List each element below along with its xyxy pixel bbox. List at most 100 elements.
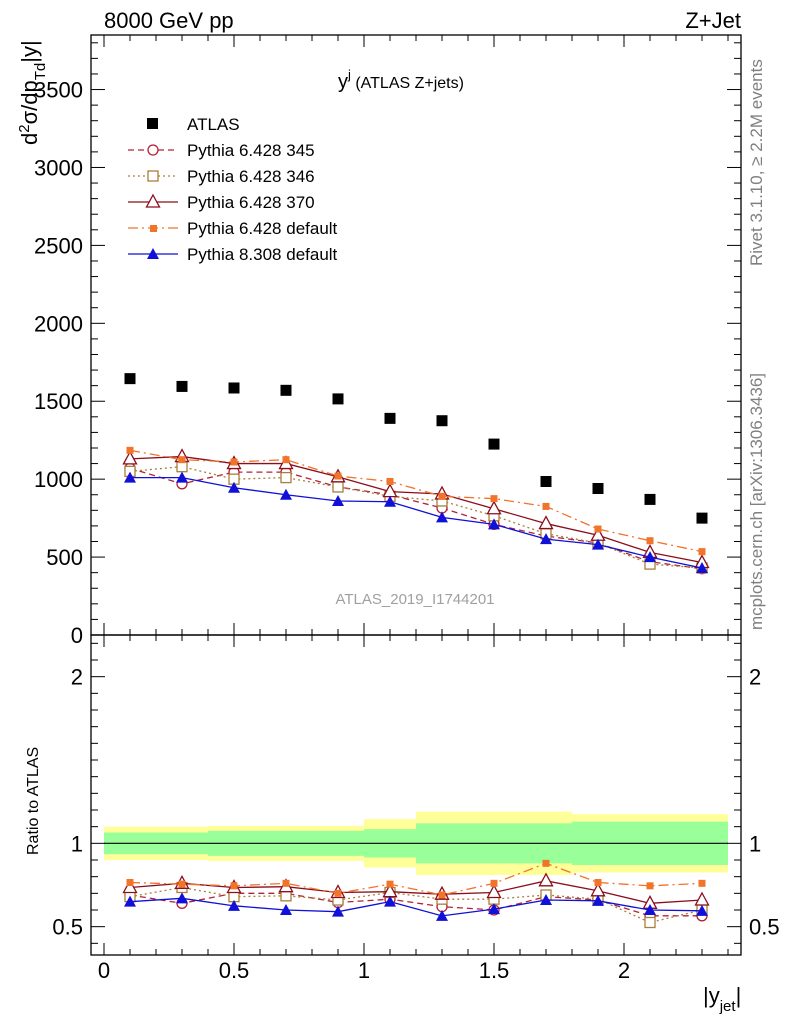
mcplots-label: mcplots.cern.ch [arXiv:1306.3436] — [747, 373, 766, 630]
ratio-mc-3-point — [438, 891, 446, 899]
header-right: Z+Jet — [685, 8, 741, 33]
ratio-mc-4-point — [436, 909, 448, 921]
legend-label-p8-default: Pythia 8.308 default — [187, 245, 338, 264]
analysis-watermark: ATLAS_2019_I1744201 — [335, 591, 494, 608]
main-mc-2-point — [486, 500, 502, 515]
atlas-data-point — [280, 384, 292, 396]
ratio-mc-2-line — [129, 880, 703, 904]
main-mc-1-line — [129, 466, 703, 569]
ratio-mc-2-point — [122, 879, 138, 894]
legend-entry-345: Pythia 6.428 345 — [128, 141, 315, 160]
ratio-mc-3-point — [490, 879, 498, 887]
ratio-tick-label-right: 2 — [749, 665, 761, 690]
legend-marker-p6-default — [150, 225, 157, 232]
y-tick-label: 1500 — [34, 389, 83, 414]
atlas-data-point — [488, 438, 500, 450]
atlas-data-point — [540, 475, 552, 487]
main-mc-4-point — [488, 518, 500, 530]
main-mc-4-point — [124, 471, 136, 483]
ratio-tick-label-left: 2 — [71, 665, 83, 690]
ylabel-exponent: 2 — [16, 124, 33, 132]
legend-entry-p8-default: Pythia 8.308 default — [128, 245, 338, 264]
legend-marker-346 — [147, 170, 159, 182]
legend-marker-370 — [145, 193, 161, 208]
ratio-mc-4-point — [228, 899, 240, 911]
xlabel-end: | — [736, 983, 742, 1008]
ratio-mc-4-line — [129, 897, 703, 917]
rivet-label: Rivet 3.1.10, ≥ 2.2M events — [747, 59, 766, 266]
plot-title-main: y — [338, 71, 348, 93]
plot-title: yj (ATLAS Z+jets) — [338, 67, 464, 93]
ratio-mc-3-point — [334, 889, 342, 897]
ratio-mc-3-point — [698, 879, 706, 887]
main-mc-3-point — [594, 525, 602, 533]
ratio-mc-4-point — [592, 894, 604, 906]
ratio-mc-4-point — [280, 904, 292, 915]
legend-label-345: Pythia 6.428 345 — [187, 141, 315, 160]
ratio-mc-1-point — [644, 916, 656, 929]
ratio-tick-label-right: 1 — [749, 831, 761, 856]
main-mc-4-point — [384, 495, 396, 507]
legend-marker-atlas — [147, 118, 158, 129]
ratio-tick-label-right: 0.5 — [749, 915, 780, 940]
ratio-mc-4-point — [384, 895, 396, 907]
main-mc-3-point — [698, 548, 706, 556]
legend-label-atlas: ATLAS — [187, 115, 240, 134]
ylabel-tail: |y| — [17, 40, 42, 62]
ratio-mc-3-point — [282, 879, 290, 887]
ratio-mc-3-point — [178, 880, 186, 888]
main-mc-3-point — [438, 492, 446, 500]
ylabel-d: d — [17, 133, 42, 145]
xlabel-main: |y — [703, 983, 720, 1008]
main-mc-1-point — [176, 461, 188, 473]
main-mc-4-point — [696, 561, 708, 573]
main-mc-4-point — [644, 551, 656, 563]
main-mc-2-point — [538, 515, 554, 530]
ratio-uncertainty-bands — [104, 811, 728, 875]
atlas-data-point — [124, 373, 136, 385]
main-mc-1-point — [280, 471, 292, 484]
main-ylabel: d2σ/dpTd|y| — [16, 40, 49, 145]
ratio-mc-3-series — [126, 859, 706, 899]
main-mc-4-point — [540, 533, 552, 545]
ratio-mc-3-line — [129, 862, 703, 896]
atlas-data-point — [228, 382, 240, 394]
atlas-data-point — [176, 380, 188, 392]
atlas-data-point — [384, 412, 396, 424]
main-mc-4-point — [176, 471, 188, 483]
main-mc-1-series — [124, 461, 708, 574]
y-tick-label: 1000 — [34, 467, 83, 492]
y-tick-label: 2500 — [34, 233, 83, 258]
main-mc-3-point — [490, 495, 498, 503]
ratio-mc-3-point — [646, 882, 654, 890]
main-mc-3-point — [126, 446, 134, 454]
ratio-mc-3-point — [230, 882, 238, 890]
legend-entry-370: Pythia 6.428 370 — [128, 193, 315, 212]
atlas-data-point — [436, 415, 448, 427]
legend-label-346: Pythia 6.428 346 — [187, 167, 315, 186]
y-tick-label: 500 — [46, 545, 83, 570]
main-mc-0-line — [129, 467, 703, 570]
series-layer — [122, 373, 710, 929]
ratio-tick-label-left: 1 — [71, 831, 83, 856]
ratio-tick-label-left: 0.5 — [52, 915, 83, 940]
y-tick-label: 2000 — [34, 311, 83, 336]
atlas-data-point — [332, 393, 344, 405]
x-tick-label: 0 — [98, 958, 110, 983]
x-tick-label: 2 — [618, 958, 630, 983]
atlas-data-series — [124, 373, 708, 524]
main-mc-1-point — [332, 481, 344, 493]
main-mc-4-point — [592, 538, 604, 550]
y-tick-label: 3500 — [34, 78, 83, 103]
ylabel-sigma: σ/dp — [17, 80, 42, 124]
ratio-mc-4-point — [644, 904, 656, 915]
ratio-mc-1-point — [280, 890, 292, 902]
header-left: 8000 GeV pp — [104, 8, 234, 33]
main-mc-0-series — [124, 462, 708, 575]
xlabel-subscript: jet — [719, 998, 737, 1015]
ratio-mc-4-point — [176, 892, 188, 904]
x-axis-label: |yjet| — [703, 983, 741, 1015]
legend-entry-346: Pythia 6.428 346 — [128, 167, 315, 186]
atlas-data-point — [644, 493, 656, 505]
